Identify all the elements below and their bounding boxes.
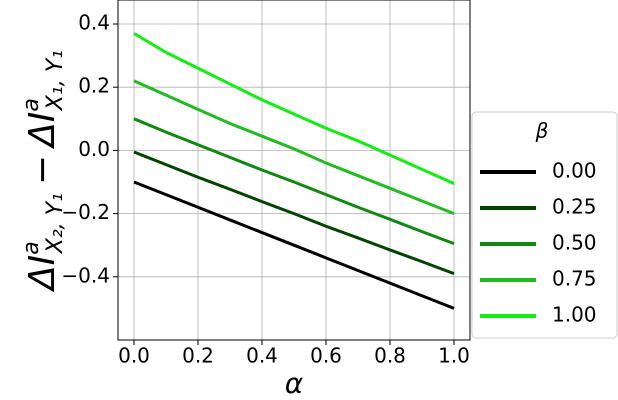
legend-label: 0.25 <box>552 195 597 219</box>
legend-label: 0.50 <box>552 231 597 255</box>
y-axis-label-sup: a <box>19 241 44 254</box>
series-line <box>133 180 455 310</box>
legend-label: 0.00 <box>552 159 597 183</box>
series-line <box>133 79 455 216</box>
plot-frame <box>117 0 471 341</box>
series-line <box>133 150 455 276</box>
legend-label: 1.00 <box>552 303 597 327</box>
y-tick-label: 0.2 <box>78 74 110 98</box>
y-axis-label-sub: X₁, Y₁ <box>43 50 68 111</box>
series-line <box>133 32 455 185</box>
x-tick-label: 0.2 <box>182 344 214 368</box>
x-tick-label: 0.8 <box>374 344 406 368</box>
y-tick-label: −0.4 <box>61 263 110 287</box>
y-axis-label-base: ΔI <box>22 112 63 150</box>
series-line <box>133 117 455 246</box>
legend-title: β <box>535 119 549 143</box>
y-tick-label: −0.2 <box>61 200 110 224</box>
x-tick-label: 0.4 <box>246 344 278 368</box>
y-axis-label: ΔIaX₂, Y₁​−ΔIaX₁, Y₁​ <box>19 50 68 293</box>
y-tick-label: 0.4 <box>78 11 110 35</box>
y-axis-label-operator: − <box>22 155 63 185</box>
legend-label: 0.75 <box>552 267 597 291</box>
y-tick-label: 0.0 <box>78 137 110 161</box>
x-tick-label: 0.6 <box>310 344 342 368</box>
x-tick-label: 0.0 <box>118 344 150 368</box>
y-axis-label-base: ΔI <box>22 255 63 293</box>
y-axis-label-sup: a <box>19 98 44 111</box>
x-tick-label: 1.0 <box>438 344 470 368</box>
y-axis-label-sub: X₂, Y₁ <box>43 193 68 254</box>
x-axis-label: α <box>285 367 304 400</box>
